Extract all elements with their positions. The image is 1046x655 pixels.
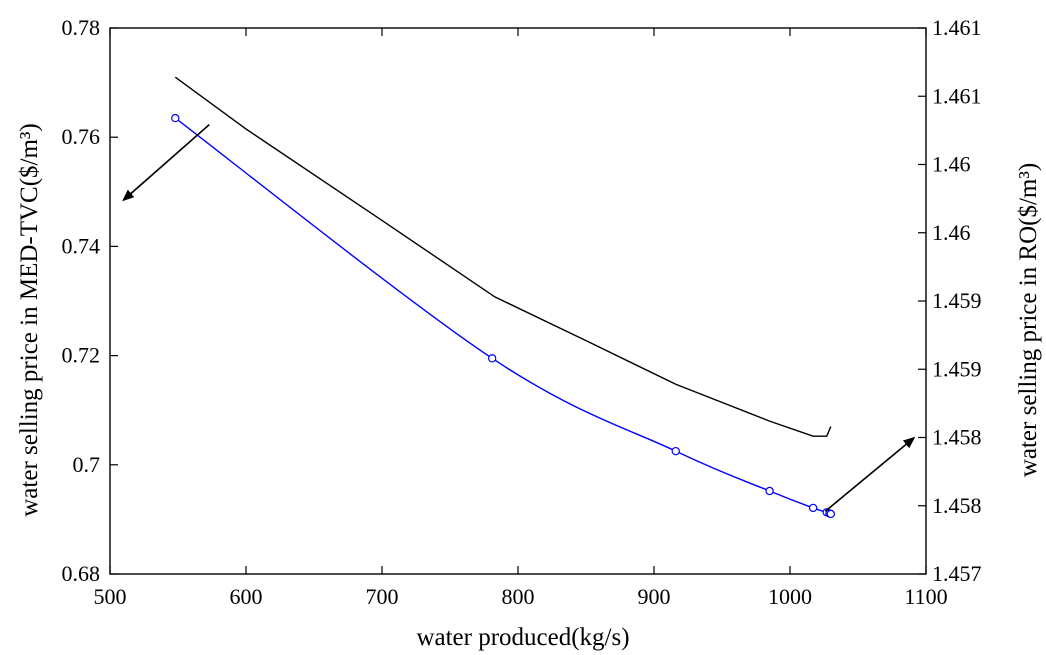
y-right-tick-label: 1.46 — [932, 152, 971, 177]
y-left-tick-label: 0.76 — [62, 124, 101, 149]
med-tvc-data-point — [487, 354, 497, 363]
y-right-tick-label: 1.459 — [932, 288, 982, 313]
med-tvc-data-point — [765, 486, 774, 496]
y-right-tick-label: 1.458 — [932, 493, 982, 518]
y-left-tick-label: 0.72 — [62, 343, 101, 368]
med-tvc-data-point — [671, 446, 680, 456]
y-right-tick-label: 1.461 — [932, 83, 982, 108]
x-axis-title: water produced(kg/s) — [416, 624, 629, 651]
annotation-layer — [122, 124, 916, 512]
ro-price-line — [174, 76, 832, 437]
x-tick-label: 600 — [230, 584, 263, 609]
y-right-tick-label: 1.457 — [932, 561, 982, 586]
y-left-tick-label: 0.7 — [73, 452, 101, 477]
arrow-to-right-axis — [824, 436, 916, 512]
med-tvc-data-point — [808, 503, 818, 513]
y-right-tick-label: 1.46 — [932, 220, 971, 245]
x-tick-label: 500 — [94, 584, 127, 609]
plot-area — [109, 27, 927, 575]
med-tvc-price-line — [174, 117, 832, 515]
x-tick-label: 1000 — [768, 584, 812, 609]
med-tvc-data-point — [826, 509, 836, 519]
y-left-tick-label: 0.74 — [62, 233, 101, 258]
tick-layer: 500 600 700 800 900 1000 1100 0.68 0.7 0.72 0.74 0.… — [62, 15, 982, 609]
y-right-tick-label: 1.459 — [932, 356, 982, 381]
y-right-tick-label: 1.461 — [932, 15, 982, 40]
y-left-tick-label: 0.68 — [62, 561, 101, 586]
arrow-to-left-axis — [122, 124, 210, 202]
plot-frame — [109, 27, 927, 575]
series-layer — [171, 76, 836, 519]
x-tick-label: 900 — [638, 584, 671, 609]
x-tick-label: 800 — [502, 584, 535, 609]
y-left-axis-title: water selling price in MED-TVC($/m³) — [16, 123, 43, 517]
x-tick-label: 700 — [366, 584, 399, 609]
y-right-axis-title: water selling price in RO($/m³) — [1015, 163, 1042, 477]
x-tick-label: 1100 — [904, 584, 947, 609]
y-left-tick-label: 0.78 — [62, 15, 101, 40]
med-tvc-data-point — [171, 113, 180, 123]
y-right-tick-label: 1.458 — [932, 425, 982, 450]
